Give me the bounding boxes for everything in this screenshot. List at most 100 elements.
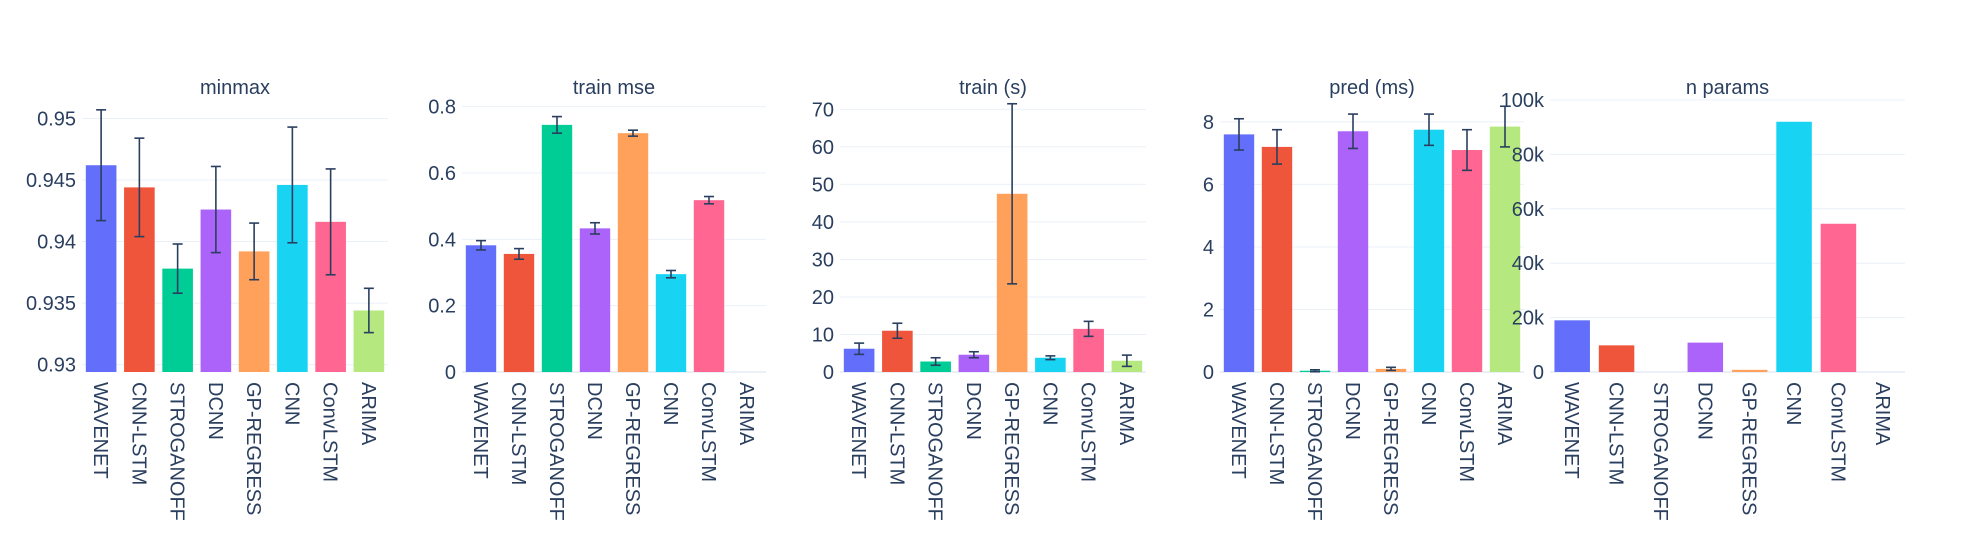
y-tick-label: 70 [812, 99, 834, 121]
bar-gp-regress [617, 133, 649, 372]
error-bar [1310, 369, 1320, 373]
bar-arima [1489, 126, 1521, 373]
bar-cnn [1776, 121, 1812, 372]
x-tick-label: ConvLSTM [1826, 382, 1848, 482]
bar-cnn [1413, 129, 1445, 372]
bar-wavenet [1554, 320, 1590, 372]
x-tick-label: WAVENET [847, 382, 869, 479]
error-bar [287, 126, 298, 244]
x-tick-label: GP-REGRESS [1000, 382, 1022, 515]
x-tick-label: WAVENET [1227, 382, 1249, 479]
subplot-title: n params [1686, 77, 1769, 99]
error-bar [1386, 366, 1396, 372]
error-bar [1007, 102, 1018, 285]
bar-wavenet [465, 245, 497, 372]
y-tick-label: 4 [1203, 237, 1214, 259]
bar-cnn-lstm [503, 253, 535, 372]
x-tick-label: ConvLSTM [319, 382, 341, 482]
x-tick-label: GP-REGRESS [242, 382, 264, 515]
bar-stroganoff [920, 361, 951, 372]
y-tick-label: 10 [812, 324, 834, 346]
error-bar [704, 195, 714, 205]
subplot-2: 0 0.2 0.4 0.6 0.8 train mse WAVENET CNN-LSTM STR… [428, 77, 766, 521]
y-tick-label: 0.93 [37, 355, 76, 377]
subplot-3: 0 10 20 30 40 50 60 70 train (s) WAVENET CNN-LSTM S… [812, 77, 1146, 521]
x-tick-label: CNN [1417, 382, 1439, 425]
error-bar [172, 243, 183, 295]
x-tick-label: ConvLSTM [1077, 382, 1099, 482]
error-bar [1348, 113, 1358, 150]
x-tick-label: WAVENET [469, 382, 491, 479]
x-tick-label: GP-REGRESS [621, 382, 643, 515]
x-tick-label: GP-REGRESS [1379, 382, 1401, 515]
error-bar [249, 222, 260, 281]
subplot-title: pred (ms) [1329, 77, 1415, 99]
error-bar [514, 247, 524, 261]
x-tick-label: DCNN [962, 382, 984, 440]
y-tick-label: 30 [812, 249, 834, 271]
y-tick-label: 60k [1512, 199, 1545, 221]
error-bar [1424, 113, 1434, 147]
bar-dcnn [579, 228, 611, 372]
y-tick-label: 0.95 [37, 108, 76, 130]
error-bar [1121, 354, 1132, 368]
x-tick-label: CNN-LSTM [1605, 382, 1627, 485]
y-tick-label: 20 [812, 287, 834, 309]
y-tick-label: 8 [1203, 112, 1214, 134]
bar-cnn [655, 274, 687, 372]
x-tick-label: WAVENET [89, 382, 111, 479]
subplot-title: minmax [200, 77, 270, 99]
error-bar [1234, 117, 1244, 151]
y-tick-label: 6 [1203, 174, 1214, 196]
x-tick-label: CNN-LSTM [1265, 382, 1287, 485]
error-bar [1083, 320, 1094, 338]
bar-wavenet [1223, 134, 1255, 372]
y-tick-label: 0.2 [428, 296, 456, 318]
x-tick-label: CNN [659, 382, 681, 425]
bar-convlstm [693, 200, 725, 372]
y-tick-label: 100k [1501, 90, 1545, 112]
y-tick-label: 0.945 [26, 170, 76, 192]
x-tick-label: CNN [1038, 382, 1060, 425]
x-tick-label: GP-REGRESS [1738, 382, 1760, 515]
error-bar [96, 109, 107, 222]
error-bar [134, 137, 145, 238]
bar-cnn [1035, 357, 1066, 372]
x-tick-label: CNN [1782, 382, 1804, 425]
y-tick-label: 50 [812, 174, 834, 196]
y-tick-label: 2 [1203, 299, 1214, 321]
x-tick-label: ARIMA [735, 382, 757, 446]
x-tick-label: ARIMA [357, 382, 379, 446]
error-bar [1500, 105, 1510, 148]
bar-dcnn [1687, 342, 1724, 372]
error-bar [968, 350, 979, 359]
y-tick-label: 40 [812, 212, 834, 234]
y-tick-label: 0 [1203, 362, 1214, 384]
y-tick-label: 80k [1512, 144, 1545, 166]
y-tick-label: 0.4 [428, 229, 456, 251]
x-tick-label: STROGANOFF [545, 382, 567, 521]
x-tick-label: DCNN [204, 382, 226, 440]
y-tick-label: 0.94 [37, 232, 76, 254]
bar-wavenet [843, 348, 875, 372]
x-tick-label: CNN-LSTM [127, 382, 149, 485]
x-tick-label: ARIMA [1493, 382, 1515, 446]
subplot-title: train mse [573, 77, 655, 99]
bar-cnn-lstm [1261, 146, 1293, 372]
x-tick-label: ConvLSTM [697, 382, 719, 482]
error-bar [590, 221, 600, 235]
error-bar [854, 342, 865, 356]
x-tick-label: DCNN [1693, 382, 1715, 440]
x-tick-label: WAVENET [1560, 382, 1582, 479]
error-bar [325, 168, 336, 276]
y-tick-label: 40k [1512, 253, 1545, 275]
error-bar [628, 129, 638, 137]
subplot-5: 0 20k 40k 60k 80k 100k n params WAVENET CNN-LSTM… [1501, 77, 1905, 521]
y-tick-label: 0.8 [428, 97, 456, 119]
y-tick-label: 20k [1512, 308, 1545, 330]
bar-dcnn [958, 354, 990, 372]
y-tick-label: 0 [823, 362, 834, 384]
error-bar [476, 239, 486, 251]
x-tick-label: STROGANOFF [1649, 382, 1671, 521]
